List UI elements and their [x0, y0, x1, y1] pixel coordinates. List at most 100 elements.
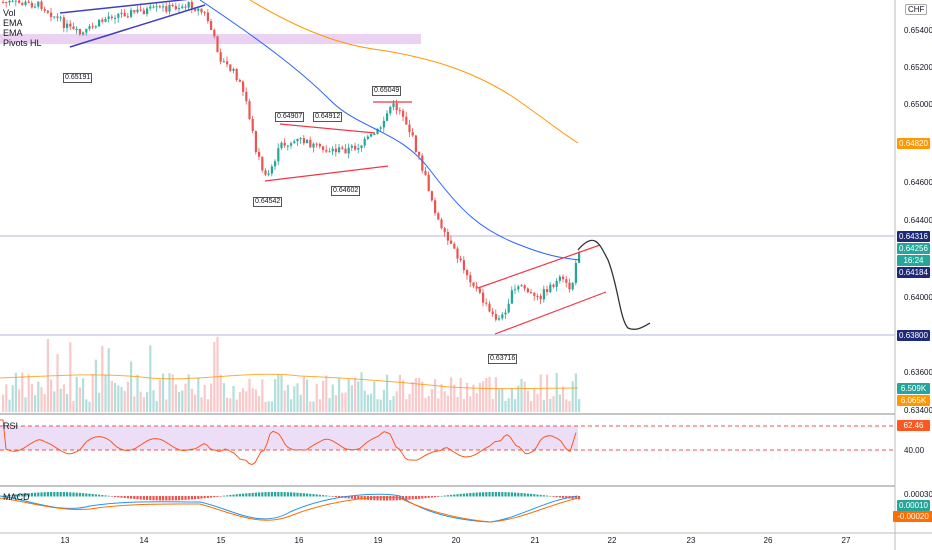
macd-bar [264, 492, 267, 497]
volume-bar [514, 399, 517, 412]
candle-body [414, 135, 417, 152]
candle-body [539, 296, 542, 300]
volume-bar [37, 381, 40, 412]
volume-bar [171, 374, 174, 412]
pivot-band [0, 34, 421, 44]
candle-body [533, 293, 536, 296]
candle-body [219, 52, 222, 62]
candle-body [181, 6, 184, 9]
candle-body [526, 288, 529, 293]
macd-bar [78, 492, 81, 497]
candle-body [133, 10, 136, 13]
volume-bar [274, 379, 277, 412]
macd-bar [155, 496, 158, 501]
macd-bar [526, 493, 529, 497]
volume-bar [130, 361, 133, 412]
volume-bar [302, 376, 305, 412]
macd-bar [536, 494, 539, 497]
macd-bar [18, 494, 21, 497]
macd-bar [30, 492, 33, 497]
macd-bar [210, 496, 213, 498]
candle-body [498, 318, 501, 320]
volume-bar [264, 401, 267, 412]
candle-body [379, 127, 382, 129]
volume-bar [322, 380, 325, 412]
macd-bar [453, 494, 456, 497]
macd-bar [542, 495, 545, 497]
macd-bar [322, 495, 325, 497]
macd-bar [427, 496, 430, 498]
volume-bar [251, 388, 254, 412]
candle-body [389, 106, 392, 114]
macd-bar [62, 492, 65, 497]
volume-bar [552, 396, 555, 412]
macd-bar [24, 493, 27, 497]
volume-bar [517, 385, 520, 412]
macd-bar [270, 492, 273, 497]
candle-body [184, 6, 187, 8]
candle-body [146, 8, 149, 15]
macd-bar [75, 492, 78, 497]
candle-body [568, 282, 571, 290]
volume-bar [434, 379, 437, 412]
macd-bar [357, 496, 360, 500]
macd-bar [373, 496, 376, 501]
volume-bar [498, 388, 501, 412]
candle-body [152, 6, 155, 8]
candle-body [520, 285, 523, 287]
macd-bar [376, 496, 379, 501]
volume-bar [219, 374, 222, 412]
candle-body [290, 143, 293, 146]
volume-bar [40, 387, 43, 412]
macd-bar [520, 493, 523, 497]
macd-bar [318, 494, 321, 497]
volume-bar [248, 378, 251, 412]
candle-body [216, 36, 219, 53]
volume-bar [178, 391, 181, 412]
volume-bar [197, 377, 200, 412]
volume-bar [555, 373, 558, 412]
volume-bar [459, 377, 462, 412]
macd-bar [414, 496, 417, 500]
macd-bar [517, 492, 520, 497]
volume-bar [126, 381, 129, 412]
channel-lower [494, 291, 607, 335]
candle-body [331, 148, 334, 152]
volume-bar [354, 377, 357, 412]
volume-bar [395, 391, 398, 412]
candle-body [306, 139, 309, 144]
candle-body [395, 103, 398, 111]
candle-body [117, 13, 120, 18]
candle-body [382, 120, 385, 128]
volume-bar [101, 345, 104, 412]
volume-bar [72, 400, 75, 412]
volume-bar [299, 394, 302, 412]
volume-bar [181, 390, 184, 412]
macd-bar [165, 496, 168, 501]
currency-badge[interactable]: CHF [905, 4, 928, 15]
candle-body [82, 32, 85, 35]
volume-bar [2, 394, 5, 412]
macd-bar [315, 494, 318, 497]
macd-bar [114, 496, 117, 497]
volume-bar [210, 383, 213, 412]
price-label-support: 0.63800 [897, 330, 930, 341]
macd-bar [430, 496, 433, 498]
price-tick: 0.65400 [904, 26, 932, 35]
volume-bar [466, 382, 469, 412]
volume-bar [523, 381, 526, 412]
macd-bar [107, 495, 110, 497]
volume-bar [402, 380, 405, 412]
candle-body [142, 10, 145, 15]
candle-body [5, 2, 8, 4]
volume-bar [30, 383, 33, 412]
volume-bar [571, 381, 574, 412]
volume-bar [405, 399, 408, 412]
candle-body [190, 1, 193, 9]
candle-body [491, 311, 494, 315]
pivot-label: 0.64542 [253, 197, 283, 207]
macd-bar [379, 496, 382, 501]
candle-body [88, 26, 91, 29]
macd-bar [354, 496, 357, 500]
